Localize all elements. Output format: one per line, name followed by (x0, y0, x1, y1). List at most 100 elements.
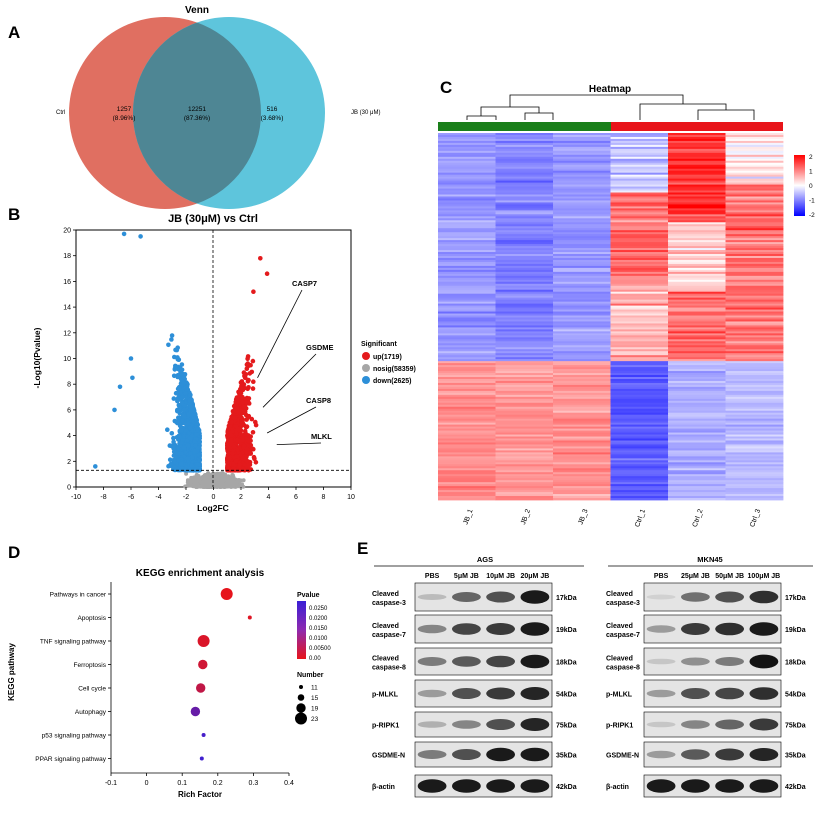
heatmap-cell (725, 428, 784, 431)
blot-band (646, 689, 676, 698)
volcano-x-tick-label: -2 (183, 494, 189, 501)
heatmap-cell (438, 140, 496, 144)
heatmap-cell (668, 400, 726, 404)
heatmap-cell (438, 365, 496, 368)
blot-kda-label: 54kDa (785, 692, 806, 699)
volcano-point-down (176, 446, 181, 451)
heatmap-cell (495, 269, 554, 273)
blot-band (681, 623, 710, 635)
heatmap-cell (495, 172, 554, 176)
heatmap-cell (668, 416, 726, 420)
heatmap-cell (553, 178, 611, 182)
heatmap-cell (610, 378, 669, 382)
heatmap-cell (438, 442, 496, 445)
heatmap-cell (725, 357, 784, 360)
heatmap-cell (725, 398, 784, 402)
blot-band (417, 721, 447, 728)
heatmap-cell (495, 248, 554, 251)
heatmap-cell (668, 168, 726, 172)
heatmap-cell (495, 365, 554, 368)
heatmap-cell (668, 198, 726, 201)
heatmap-cell (725, 164, 784, 168)
heatmap-cell (668, 206, 726, 209)
heatmap-cell (495, 359, 554, 362)
heatmap-cell (495, 244, 554, 247)
heatmap-cell (610, 303, 669, 306)
heatmap-cell (553, 498, 611, 501)
heatmap-cell (610, 488, 669, 491)
heatmap-cell (668, 369, 726, 372)
heatmap-cell (553, 361, 611, 364)
heatmap-cell (438, 250, 496, 253)
heatmap-cell (610, 307, 669, 310)
heatmap-cell (610, 234, 669, 237)
heatmap-cell (610, 466, 669, 469)
heatmap-cell (553, 337, 611, 340)
heatmap-cell (610, 442, 669, 445)
volcano-point-nosig (203, 484, 208, 489)
heatmap-cell (438, 277, 496, 281)
heatmap-cell (668, 446, 726, 449)
heatmap-cell (553, 341, 611, 344)
heatmap-cell (610, 351, 669, 354)
heatmap-cell (495, 234, 554, 237)
heatmap-cell (668, 184, 726, 187)
heatmap-cell (438, 232, 496, 235)
heatmap-cell (610, 353, 669, 356)
heatmap-cell (610, 154, 669, 158)
heatmap-cell (725, 480, 784, 483)
heatmap-cell (668, 180, 726, 183)
volcano-point-up (229, 420, 234, 425)
heatmap-cell (495, 232, 554, 235)
heatmap-cell (553, 377, 611, 380)
heatmap-cell (725, 228, 784, 231)
heatmap-cell (668, 464, 726, 467)
heatmap-cell (725, 418, 784, 422)
heatmap-cell (553, 140, 611, 144)
heatmap-cell (725, 222, 784, 225)
annotation-label: GSDME (306, 343, 334, 352)
kegg-x-tick-label: 0.2 (213, 780, 223, 787)
heatmap-cell (553, 212, 611, 215)
heatmap-cell (438, 414, 496, 418)
heatmap-cell (438, 436, 496, 439)
heatmap-cell (668, 456, 726, 459)
heatmap-cell (668, 470, 726, 473)
heatmap-cell (438, 450, 496, 453)
heatmap-cell (553, 494, 611, 497)
heatmap-cell (610, 392, 669, 396)
heatmap-cell (610, 367, 669, 370)
heatmap-cell (668, 329, 726, 332)
heatmap-cell (553, 394, 611, 398)
heatmap-cell (610, 311, 669, 314)
heatmap-cell (725, 198, 784, 201)
heatmap-cell (725, 412, 784, 416)
heatmap-cell (438, 281, 496, 285)
heatmap-cell (610, 384, 669, 388)
heatmap-cell (725, 349, 784, 352)
blot-kda-label: 19kDa (556, 627, 577, 634)
blot-lane-label: 5μM JB (454, 573, 479, 580)
heatmap-cell (668, 283, 726, 287)
volcano-point-nosig (203, 479, 208, 484)
heatmap-cell (495, 295, 554, 299)
heatmap-cell (668, 398, 726, 402)
volcano-point-up (250, 358, 256, 364)
heatmap-cell (668, 154, 726, 158)
heatmap-cell (725, 460, 784, 463)
heatmap-cell (668, 424, 726, 427)
heatmap-cell (495, 438, 554, 441)
heatmap-cell (610, 166, 669, 170)
heatmap-cell (438, 375, 496, 378)
blot-band (715, 748, 744, 761)
blot-row-label: p-RIPK1 (606, 723, 633, 730)
heatmap-cell (668, 287, 726, 291)
heatmap-cell (553, 289, 611, 293)
volcano-point-down (130, 375, 135, 381)
heatmap-cell (438, 297, 496, 301)
volcano-point-up (234, 467, 239, 473)
heatmap-cell (668, 341, 726, 344)
heatmap-cell (495, 184, 554, 187)
heatmap-cell (668, 327, 726, 330)
heatmap-cell (725, 259, 784, 263)
